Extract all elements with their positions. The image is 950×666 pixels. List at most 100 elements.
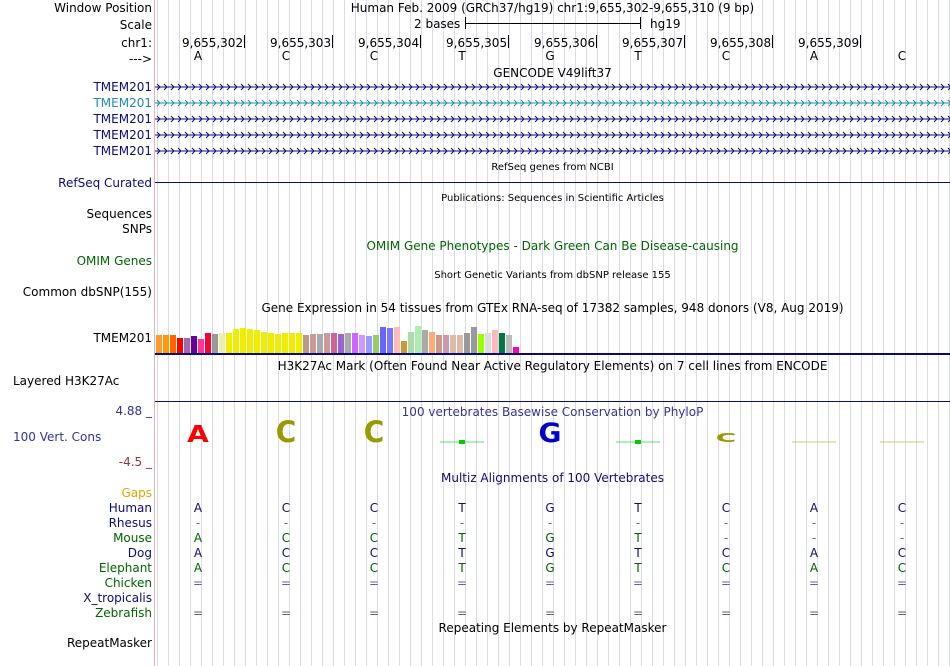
species-label-mouse[interactable]: Mouse bbox=[113, 531, 152, 545]
gencode-strand-arrows bbox=[156, 147, 950, 155]
gtex-tissue-bar[interactable] bbox=[198, 339, 204, 354]
gencode-transcript-label[interactable]: TMEM201 bbox=[93, 96, 152, 110]
gtex-tissue-bar[interactable] bbox=[492, 330, 498, 354]
gtex-tissue-bar[interactable] bbox=[443, 335, 449, 354]
species-label-chicken[interactable]: Chicken bbox=[104, 576, 152, 590]
gtex-tissue-bar[interactable] bbox=[464, 333, 470, 354]
gtex-tissue-bar[interactable] bbox=[254, 330, 260, 354]
gtex-tissue-bar[interactable] bbox=[415, 326, 421, 354]
gtex-tissue-bar[interactable] bbox=[331, 333, 337, 354]
gtex-tissue-bar[interactable] bbox=[408, 332, 414, 354]
strand-label[interactable]: ---> bbox=[128, 52, 152, 66]
gtex-tissue-bar[interactable] bbox=[289, 333, 295, 354]
gtex-tissue-bar[interactable] bbox=[296, 333, 302, 354]
gtex-tissue-bar[interactable] bbox=[233, 329, 239, 354]
gtex-tissue-bar[interactable] bbox=[436, 335, 442, 354]
gtex-gene-label[interactable]: TMEM201 bbox=[93, 331, 152, 345]
layered-h3k27ac-label[interactable]: Layered H3K27Ac bbox=[13, 374, 120, 388]
phylop-logo-letter[interactable]: C bbox=[716, 431, 737, 445]
gtex-tissue-bar[interactable] bbox=[373, 335, 379, 354]
species-label-human[interactable]: Human bbox=[108, 501, 152, 515]
gtex-tissue-bar[interactable] bbox=[261, 332, 267, 354]
gtex-tissue-bar[interactable] bbox=[471, 327, 477, 354]
gtex-tissue-bar[interactable] bbox=[380, 327, 386, 354]
gencode-transcript-label[interactable]: TMEM201 bbox=[93, 128, 152, 142]
gtex-tissue-bar[interactable] bbox=[429, 332, 435, 354]
track-image-area[interactable]: Human Feb. 2009 (GRCh37/hg19) chr1:9,655… bbox=[155, 0, 950, 666]
gtex-tissue-bar[interactable] bbox=[499, 333, 505, 354]
phylop-score-mark[interactable] bbox=[459, 440, 465, 444]
gtex-tissue-bar[interactable] bbox=[156, 335, 162, 354]
gtex-tissue-bar[interactable] bbox=[184, 338, 190, 354]
gtex-tissue-bar[interactable] bbox=[191, 336, 197, 354]
gtex-tissue-bar[interactable] bbox=[450, 335, 456, 354]
gtex-tissue-bar[interactable] bbox=[401, 341, 407, 354]
phylop-title[interactable]: 100 vertebrates Basewise Conservation by… bbox=[401, 405, 704, 419]
repeatmasker-title[interactable]: Repeating Elements by RepeatMasker bbox=[438, 621, 667, 635]
species-label-dog[interactable]: Dog bbox=[127, 546, 152, 560]
gtex-tissue-bar[interactable] bbox=[163, 335, 169, 354]
gtex-bar-chart[interactable] bbox=[155, 316, 555, 354]
publications-title[interactable]: Publications: Sequences in Scientific Ar… bbox=[441, 193, 664, 204]
gtex-tissue-bar[interactable] bbox=[345, 333, 351, 354]
gtex-tissue-bar[interactable] bbox=[212, 334, 218, 354]
gtex-tissue-bar[interactable] bbox=[240, 328, 246, 354]
gencode-transcript-label[interactable]: TMEM201 bbox=[93, 144, 152, 158]
gtex-tissue-bar[interactable] bbox=[177, 338, 183, 354]
gencode-transcript-label[interactable]: TMEM201 bbox=[93, 80, 152, 94]
refseq-curated-label[interactable]: RefSeq Curated bbox=[58, 176, 152, 190]
gencode-transcript-label[interactable]: TMEM201 bbox=[93, 112, 152, 126]
species-label-x_tropicalis[interactable]: X_tropicalis bbox=[83, 591, 152, 605]
gtex-tissue-bar[interactable] bbox=[310, 334, 316, 354]
gencode-transcripts[interactable] bbox=[155, 80, 950, 158]
gtex-tissue-bar[interactable] bbox=[422, 330, 428, 354]
gtex-tissue-bar[interactable] bbox=[219, 333, 225, 354]
refseq-gene-line[interactable] bbox=[155, 182, 950, 183]
gtex-tissue-bar[interactable] bbox=[359, 335, 365, 354]
gtex-tissue-bar[interactable] bbox=[457, 335, 463, 354]
common-dbsnp-label[interactable]: Common dbSNP(155) bbox=[22, 285, 152, 299]
phylop-logo-letter[interactable]: C bbox=[276, 420, 297, 449]
species-label-elephant[interactable]: Elephant bbox=[98, 561, 152, 575]
gtex-tissue-bar[interactable] bbox=[338, 334, 344, 354]
gaps-label[interactable]: Gaps bbox=[121, 486, 152, 500]
species-label-zebrafish[interactable]: Zebrafish bbox=[95, 606, 152, 620]
multiz-title[interactable]: Multiz Alignments of 100 Vertebrates bbox=[440, 471, 665, 485]
gtex-tissue-bar[interactable] bbox=[394, 327, 400, 354]
gtex-tissue-bar[interactable] bbox=[268, 333, 274, 354]
gtex-tissue-bar[interactable] bbox=[324, 333, 330, 354]
species-label-rhesus[interactable]: Rhesus bbox=[108, 516, 152, 530]
phylop-logo-letter[interactable]: C bbox=[364, 420, 385, 449]
gtex-title[interactable]: Gene Expression in 54 tissues from GTEx … bbox=[261, 301, 844, 315]
repeatmasker-label[interactable]: RepeatMasker bbox=[66, 636, 152, 650]
gtex-tissue-bar[interactable] bbox=[170, 335, 176, 354]
gtex-tissue-bar[interactable] bbox=[247, 329, 253, 354]
gencode-title[interactable]: GENCODE V49lift37 bbox=[493, 66, 612, 80]
snps-label[interactable]: SNPs bbox=[122, 222, 152, 236]
phylop-score-mark[interactable] bbox=[635, 440, 641, 444]
gtex-tissue-bar[interactable] bbox=[282, 333, 288, 354]
gtex-tissue-bar[interactable] bbox=[506, 335, 512, 354]
phylop-track-label[interactable]: 100 Vert. Cons bbox=[13, 430, 102, 444]
phylop-logo-letter[interactable]: G bbox=[539, 420, 562, 449]
gtex-tissue-bar[interactable] bbox=[205, 333, 211, 354]
omim-title[interactable]: OMIM Gene Phenotypes - Dark Green Can Be… bbox=[366, 239, 739, 253]
gtex-tissue-bar[interactable] bbox=[387, 328, 393, 354]
gtex-tissue-bar[interactable] bbox=[513, 347, 519, 354]
sequences-label[interactable]: Sequences bbox=[86, 207, 152, 221]
gtex-tissue-bar[interactable] bbox=[485, 333, 491, 354]
omim-genes-label[interactable]: OMIM Genes bbox=[76, 254, 152, 268]
gtex-tissue-bar[interactable] bbox=[352, 333, 358, 354]
alignment-base: T bbox=[634, 546, 642, 560]
gtex-tissue-bar[interactable] bbox=[303, 335, 309, 354]
dbsnp-title[interactable]: Short Genetic Variants from dbSNP releas… bbox=[434, 270, 671, 281]
h3k27ac-title[interactable]: H3K27Ac Mark (Often Found Near Active Re… bbox=[277, 359, 828, 373]
gtex-tissue-bar[interactable] bbox=[226, 333, 232, 354]
gtex-tissue-bar[interactable] bbox=[366, 336, 372, 354]
gtex-tissue-bar[interactable] bbox=[275, 334, 281, 354]
refseq-title[interactable]: RefSeq genes from NCBI bbox=[491, 162, 614, 173]
phylop-logo-letter[interactable]: A bbox=[187, 421, 209, 448]
gtex-tissue-bar[interactable] bbox=[317, 334, 323, 354]
gtex-tissue-bar[interactable] bbox=[478, 334, 484, 354]
